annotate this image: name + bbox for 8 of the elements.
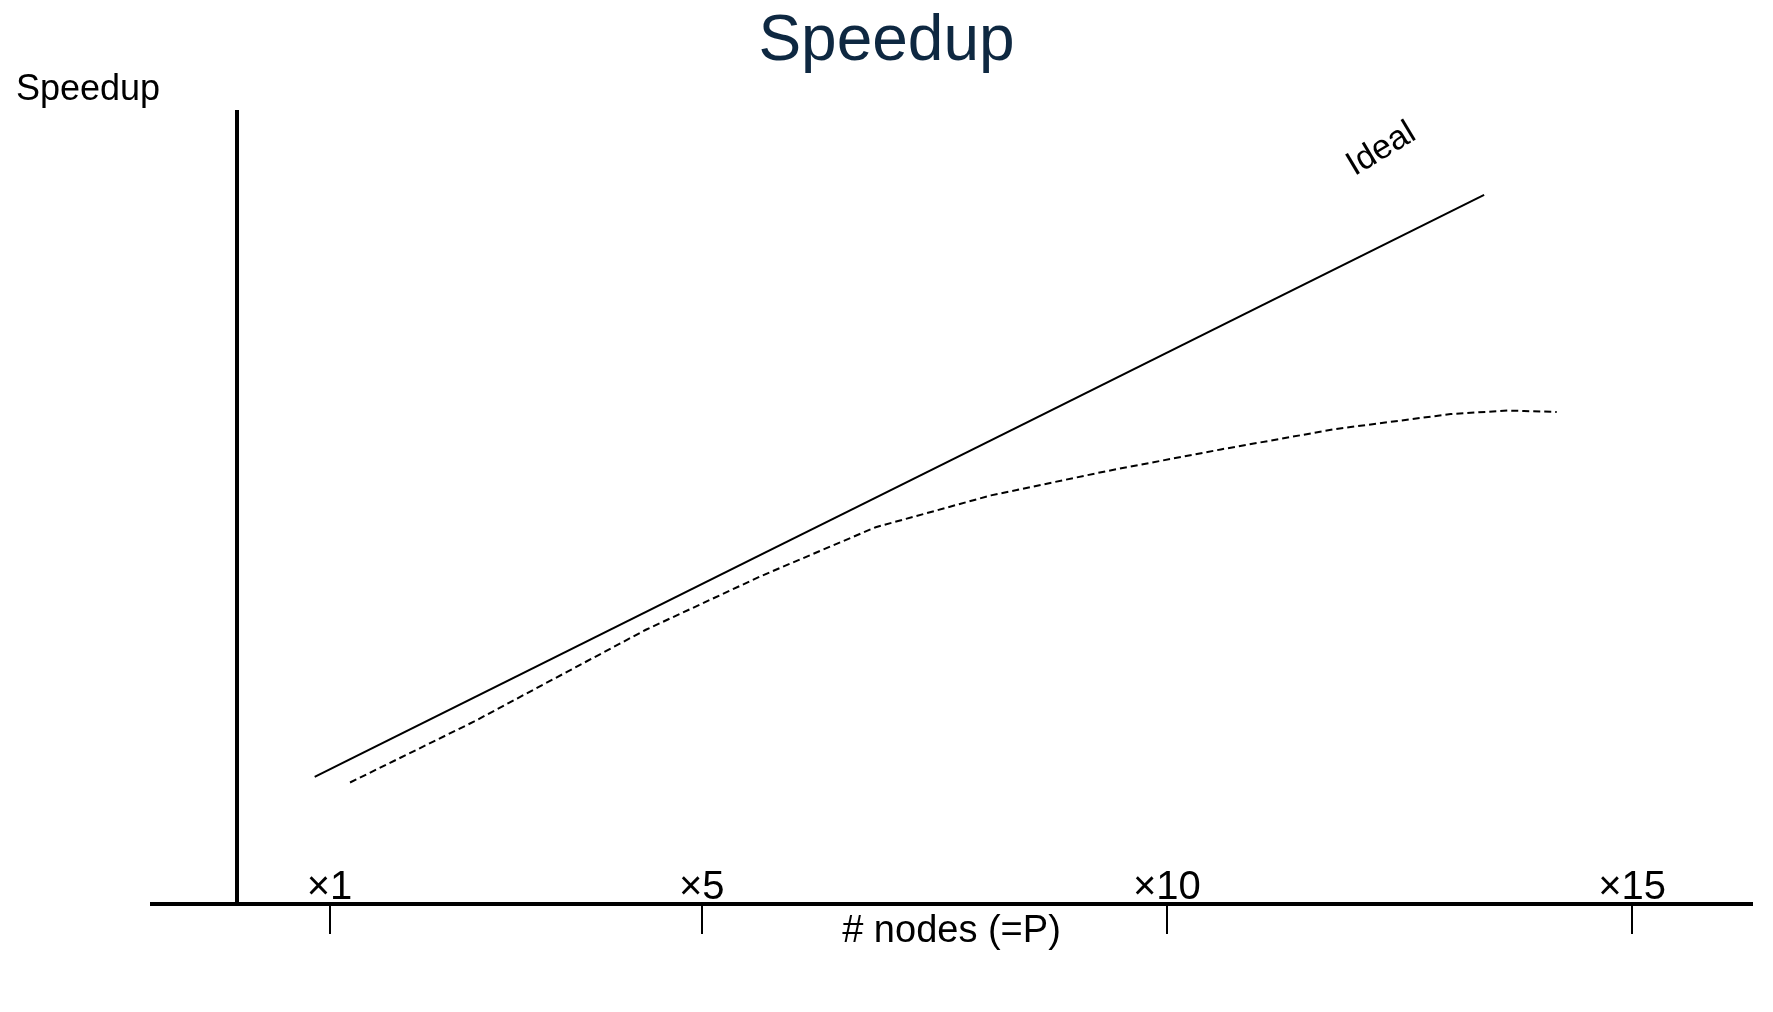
chart-title: Speedup	[758, 1, 1015, 74]
x-axis-title: # nodes (=P)	[842, 907, 1061, 950]
y-axis-title: Speedup	[16, 67, 161, 108]
text: Ideal	[1338, 111, 1422, 183]
x-tick-label: ×10	[1132, 863, 1201, 907]
x-tick-label: ×1	[306, 863, 353, 907]
x-tick-label: ×5	[678, 863, 725, 907]
x-tick-label: ×15	[1598, 863, 1666, 907]
